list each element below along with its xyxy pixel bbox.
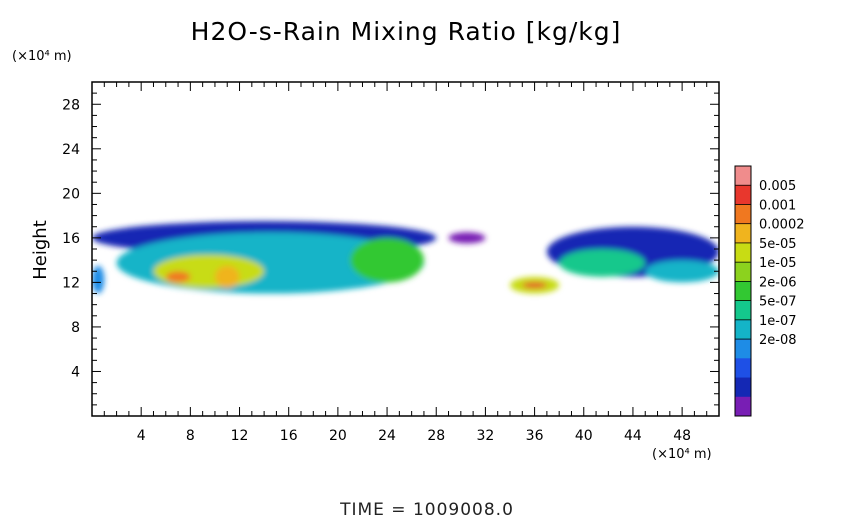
mixing-ratio-field — [92, 221, 719, 294]
colorbar-frame — [734, 165, 752, 417]
colorbar-swatch — [735, 300, 751, 321]
field-region — [92, 265, 105, 294]
field-region — [165, 271, 191, 283]
colorbar-swatch — [735, 396, 751, 417]
colorbar-swatch — [735, 185, 751, 205]
field-region — [350, 237, 424, 283]
y-tick-label: 8 — [71, 320, 80, 336]
x-axis: 4 8 12 16 20 24 28 32 36 40 44 48 — [103, 82, 708, 444]
colorbar-label: 1e-05 — [759, 256, 797, 271]
field-region — [645, 260, 719, 283]
x-tick-label: 32 — [476, 428, 494, 444]
y-tick-label: 4 — [71, 364, 80, 380]
x-tick-label: 20 — [329, 428, 347, 444]
colorbar-swatch — [735, 204, 751, 225]
x-tick-label: 28 — [427, 428, 445, 444]
x-tick-label: 12 — [231, 428, 249, 444]
colorbar-label: 2e-06 — [759, 275, 797, 290]
x-tick-label: 8 — [186, 428, 195, 444]
time-label: TIME = 1009008.0 — [339, 500, 514, 519]
y-axis: 4 8 12 16 20 24 28 — [62, 92, 719, 406]
colorbar-swatch — [735, 166, 751, 186]
colorbar-swatch — [735, 319, 751, 340]
colorbar-swatch — [735, 262, 751, 282]
colorbar-swatch — [735, 223, 751, 244]
y-unit-label: (×10⁴ m) — [12, 49, 72, 64]
y-tick-label: 20 — [62, 186, 80, 202]
colorbar-label: 1e-07 — [759, 314, 797, 329]
x-tick-label: 48 — [673, 428, 691, 444]
y-tick-label: 24 — [62, 142, 80, 158]
colorbar-label: 0.0002 — [759, 218, 805, 233]
colorbar-swatch — [735, 339, 751, 359]
colorbar-label: 2e-08 — [759, 333, 797, 348]
y-tick-label: 28 — [62, 97, 80, 113]
colorbar-label: 5e-05 — [759, 237, 797, 252]
colorbar-label: 0.005 — [759, 179, 796, 194]
x-tick-label: 36 — [526, 428, 544, 444]
field-region — [559, 248, 646, 277]
colorbar: 0.005 0.001 0.0002 5e-05 1e-05 2e-06 5e-07 1e-0… — [734, 165, 805, 417]
x-tick-label: 24 — [378, 428, 396, 444]
field-region — [522, 282, 547, 288]
x-tick-label: 16 — [280, 428, 298, 444]
y-tick-label: 16 — [62, 231, 80, 247]
plot-area — [91, 81, 720, 417]
x-unit-label: (×10⁴ m) — [652, 447, 712, 462]
colorbar-label: 5e-07 — [759, 295, 797, 310]
x-tick-label: 40 — [575, 428, 593, 444]
x-tick-label: 4 — [137, 428, 146, 444]
field-region — [448, 232, 486, 244]
colorbar-swatch — [735, 377, 751, 398]
chart-title: H2O-s-Rain Mixing Ratio [kg/kg] — [191, 17, 622, 46]
y-axis-label: Height — [30, 220, 51, 280]
colorbar-label: 0.001 — [759, 198, 796, 213]
field-region — [214, 265, 240, 288]
colorbar-swatch — [735, 281, 751, 302]
field-region — [153, 254, 265, 288]
colorbar-swatch — [735, 358, 751, 379]
x-tick-label: 44 — [624, 428, 642, 444]
y-tick-label: 12 — [62, 275, 80, 291]
colorbar-swatch — [735, 242, 751, 263]
